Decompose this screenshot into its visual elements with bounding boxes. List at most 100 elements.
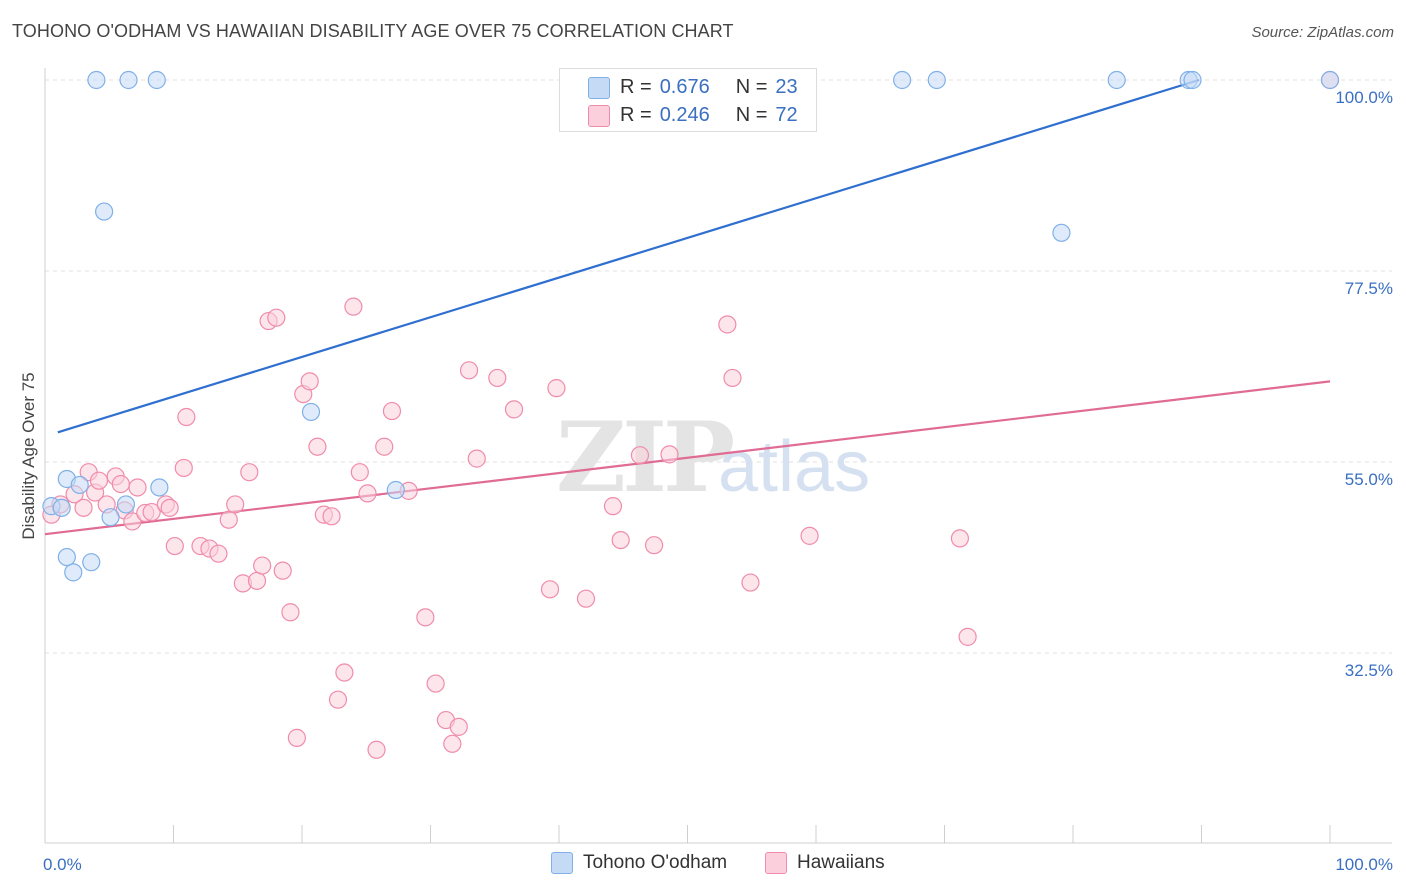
point-tohono — [301, 402, 321, 422]
x-tick-label: 0.0% — [43, 855, 82, 874]
legend-item-hawaiians: Hawaiians — [765, 852, 885, 874]
legend-n-label: N = — [735, 103, 768, 126]
point-hawaiians — [219, 510, 238, 529]
y-tick-label: 77.5% — [1345, 279, 1393, 298]
point-tohono — [82, 553, 101, 572]
point-hawaiians — [540, 580, 560, 599]
point-hawaiians — [459, 361, 479, 380]
point-hawaiians — [335, 663, 354, 682]
svg-text:atlas: atlas — [718, 427, 870, 507]
legend-label-tohono: Tohono O'odham — [583, 852, 728, 873]
point-hawaiians — [226, 495, 245, 514]
point-tohono — [927, 70, 946, 90]
trend-lines — [44, 78, 1331, 536]
point-hawaiians — [443, 734, 462, 753]
point-hawaiians — [111, 474, 130, 494]
legend-n-label: N = — [735, 75, 768, 98]
point-hawaiians — [741, 573, 760, 592]
point-hawaiians — [630, 446, 650, 465]
point-hawaiians — [308, 437, 327, 456]
point-hawaiians — [160, 498, 179, 517]
legend-n-value: 23 — [775, 75, 798, 98]
gridlines — [45, 79, 1392, 654]
legend-swatch-tohono — [588, 77, 610, 99]
point-hawaiians — [467, 449, 486, 468]
point-hawaiians — [322, 507, 341, 526]
point-hawaiians — [209, 544, 228, 563]
point-tohono — [386, 480, 405, 500]
point-hawaiians — [74, 498, 93, 517]
point-hawaiians — [358, 484, 377, 503]
point-hawaiians — [165, 536, 184, 556]
point-hawaiians — [576, 589, 596, 608]
axes — [44, 68, 1392, 844]
point-hawaiians — [426, 674, 445, 693]
chart-source: Source: ZipAtlas.com — [1251, 24, 1394, 41]
point-hawaiians — [300, 372, 319, 391]
point-tohono — [892, 70, 912, 90]
point-hawaiians — [123, 512, 142, 531]
point-tohono — [95, 202, 114, 221]
chart-title: TOHONO O'ODHAM VS HAWAIIAN DISABILITY AG… — [12, 21, 734, 41]
point-tohono — [147, 70, 166, 90]
legend-r-value: 0.246 — [659, 103, 710, 126]
point-tohono — [150, 478, 169, 497]
point-hawaiians — [950, 529, 970, 548]
legend-swatch-hawaiians — [765, 852, 787, 874]
point-hawaiians — [273, 561, 292, 580]
point-tohono — [1107, 70, 1126, 90]
point-hawaiians — [89, 471, 109, 490]
y-tick-label: 100.0% — [1335, 88, 1393, 107]
legend-r-label: R = — [620, 103, 652, 126]
point-hawaiians — [281, 603, 300, 622]
point-hawaiians — [800, 526, 819, 545]
watermark: ZIP atlas — [556, 401, 870, 514]
point-tohono — [1183, 70, 1202, 90]
point-hawaiians — [287, 728, 306, 747]
point-hawaiians — [142, 502, 161, 522]
tick-labels: 100.0% 77.5% 55.0% 32.5% 0.0% 100.0% — [43, 88, 1393, 874]
point-hawaiians — [504, 400, 524, 419]
point-tohono — [116, 495, 136, 514]
point-tohono — [70, 475, 89, 495]
trend-line-tohono — [57, 78, 1200, 434]
data-points — [42, 70, 1340, 759]
point-hawaiians — [128, 478, 147, 497]
point-hawaiians — [718, 315, 737, 334]
point-tohono — [52, 498, 71, 517]
point-tohono — [57, 547, 76, 567]
stats-legend: R = 0.676 N = 23 R = 0.246 N = 72 — [559, 68, 817, 132]
point-hawaiians — [367, 740, 386, 759]
point-hawaiians — [240, 463, 259, 482]
point-tohono — [101, 508, 120, 527]
point-hawaiians — [177, 407, 196, 427]
series-legend: Tohono O'odham Hawaiians — [0, 852, 1406, 876]
point-hawaiians — [611, 530, 630, 550]
y-tick-label: 55.0% — [1345, 470, 1393, 489]
point-hawaiians — [603, 497, 623, 516]
legend-item-tohono: Tohono O'odham — [551, 852, 727, 874]
legend-swatch-hawaiians — [588, 105, 610, 127]
point-hawaiians — [267, 308, 286, 327]
legend-n-value: 72 — [775, 103, 798, 126]
point-hawaiians — [247, 571, 267, 590]
point-hawaiians — [416, 608, 435, 627]
point-tohono — [119, 70, 138, 90]
point-hawaiians — [253, 556, 272, 575]
point-hawaiians — [344, 297, 363, 316]
legend-row-hawaiians: R = 0.246 N = 72 — [620, 103, 798, 127]
legend-swatch-tohono — [551, 852, 573, 874]
point-hawaiians — [382, 401, 402, 421]
point-hawaiians — [488, 368, 507, 388]
point-hawaiians — [723, 368, 742, 388]
legend-r-value: 0.676 — [659, 75, 710, 98]
legend-row-tohono: R = 0.676 N = 23 — [620, 75, 798, 99]
point-hawaiians — [644, 536, 664, 555]
point-tohono — [64, 563, 83, 582]
point-hawaiians — [328, 690, 348, 709]
trend-line-hawaiians — [44, 380, 1331, 536]
point-tohono — [1320, 70, 1340, 90]
point-hawaiians — [958, 627, 977, 646]
legend-label-hawaiians: Hawaiians — [797, 852, 885, 873]
